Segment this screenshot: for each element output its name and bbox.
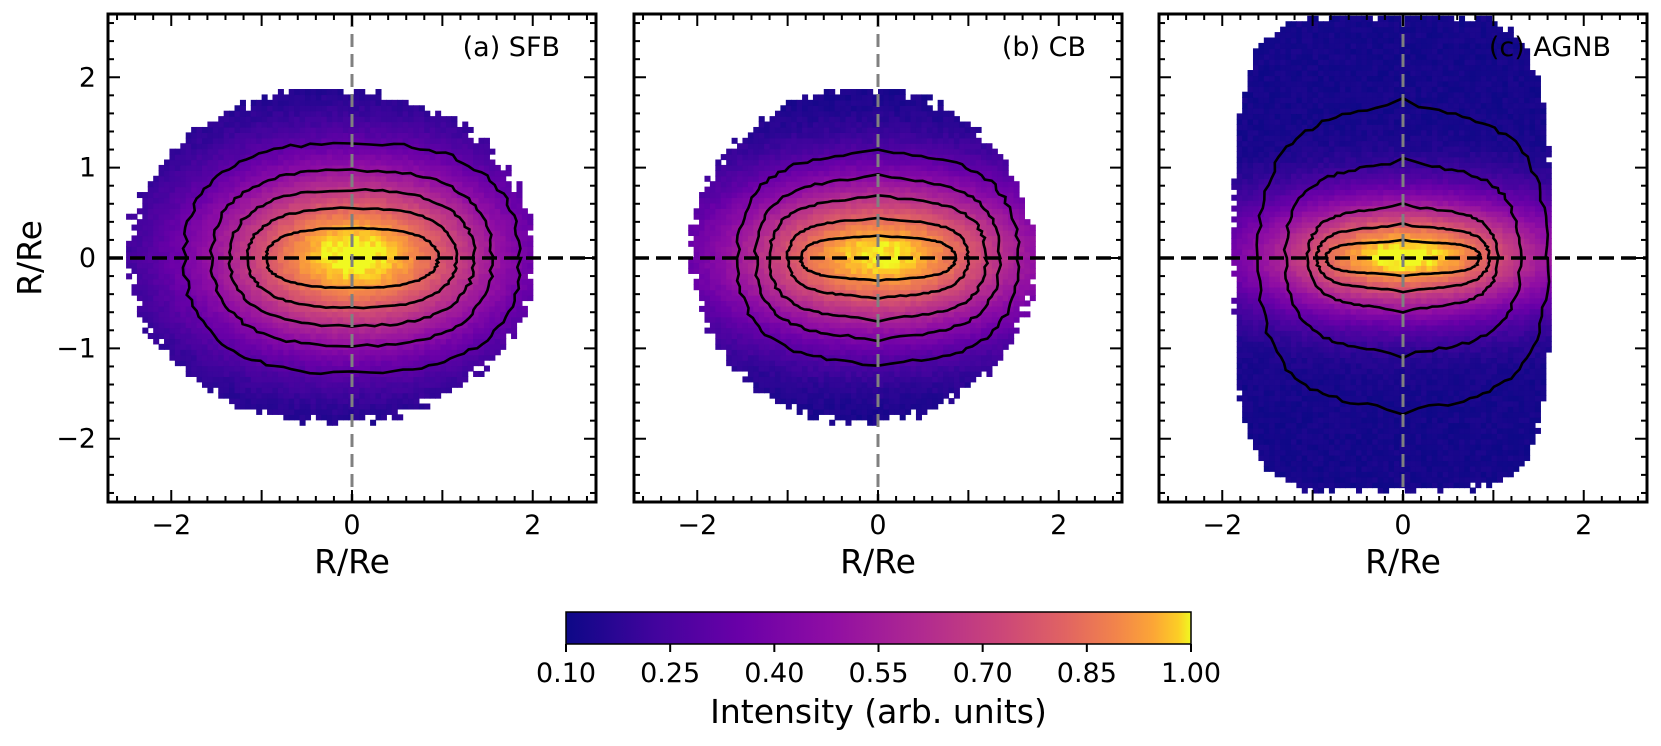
x-tick-label: −2 bbox=[151, 510, 191, 541]
contour-level-3 bbox=[768, 193, 990, 323]
colorbar-tick-label: 0.55 bbox=[848, 658, 908, 689]
intensity-map bbox=[688, 89, 1036, 426]
x-tick-label: −2 bbox=[1202, 510, 1242, 541]
contour-level-4 bbox=[208, 168, 497, 348]
axis-ticks bbox=[634, 14, 1122, 502]
intensity-map bbox=[1231, 15, 1552, 494]
panel-1: −2 0 2 −2 −1 0 1 2 R/Re R/Re (a) SFB bbox=[10, 12, 598, 581]
contour-level-3 bbox=[1305, 201, 1502, 314]
x-axis-title: R/Re bbox=[314, 542, 390, 581]
x-tick-label: 0 bbox=[343, 510, 360, 541]
y-axis-title: R/Re bbox=[10, 220, 49, 296]
colorbar-tick-label: 0.70 bbox=[953, 658, 1013, 689]
panel-label: (b) CB bbox=[1002, 32, 1086, 63]
y-tick-label: 0 bbox=[79, 243, 96, 274]
x-tick-label: 0 bbox=[1394, 510, 1411, 541]
panel-2: −2 0 2 R/Re (b) CB bbox=[632, 12, 1124, 581]
x-axis-title: R/Re bbox=[1365, 542, 1441, 581]
y-tick-label: 2 bbox=[79, 62, 96, 93]
x-tick-label: 2 bbox=[1050, 510, 1067, 541]
contour-level-4 bbox=[1282, 156, 1524, 360]
y-tick-label: −2 bbox=[56, 424, 96, 455]
x-tick-label: 2 bbox=[1575, 510, 1592, 541]
contours bbox=[181, 141, 523, 376]
contour-level-5 bbox=[1255, 96, 1551, 416]
colorbar-tick-label: 0.85 bbox=[1057, 658, 1117, 689]
x-axis-title: R/Re bbox=[840, 542, 916, 581]
contour-level-5 bbox=[181, 141, 523, 376]
colorbar-tick-label: 0.10 bbox=[536, 658, 596, 689]
axis-ticks bbox=[108, 14, 596, 502]
colorbar-tick-label: 0.25 bbox=[640, 658, 700, 689]
panel-label: (a) SFB bbox=[463, 32, 560, 63]
panel-label: (c) AGNB bbox=[1489, 32, 1611, 63]
panel-3: −2 0 2 R/Re (c) AGNB bbox=[1157, 12, 1649, 581]
contours bbox=[735, 148, 1021, 368]
x-tick-label: 0 bbox=[869, 510, 886, 541]
contour-level-4 bbox=[752, 172, 1003, 343]
colorbar-title: Intensity (arb. units) bbox=[710, 692, 1047, 731]
contour-level-2 bbox=[245, 206, 459, 310]
contour-level-2 bbox=[785, 216, 973, 301]
colorbar: 0.10 0.25 0.40 0.55 0.70 0.85 1.00 Intensity (… bbox=[536, 611, 1221, 731]
contour-level-3 bbox=[227, 187, 477, 328]
colorbar-tick-label: 0.40 bbox=[744, 658, 804, 689]
y-tick-label: −1 bbox=[56, 333, 96, 364]
colorbar-gradient bbox=[565, 611, 1192, 645]
colorbar-tick-label: 1.00 bbox=[1161, 658, 1221, 689]
axis-ticks bbox=[1159, 14, 1647, 502]
y-tick-label: 1 bbox=[79, 153, 96, 184]
x-tick-label: 2 bbox=[524, 510, 541, 541]
contour-level-5 bbox=[735, 148, 1021, 368]
x-tick-label: −2 bbox=[677, 510, 717, 541]
